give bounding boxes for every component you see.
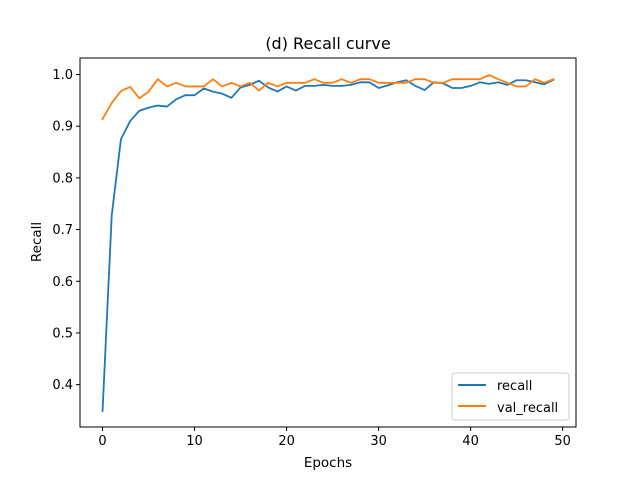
y-tick-label: 0.6 bbox=[52, 275, 73, 290]
plot-frame bbox=[79, 57, 577, 428]
series-line-recall bbox=[101, 78, 555, 412]
y-tick-label: 0.7 bbox=[52, 223, 73, 238]
x-tick-label: 20 bbox=[278, 434, 295, 449]
y-tick-label: 0.8 bbox=[52, 171, 73, 186]
y-axis: 0.4 0.5 0.6 0.7 0.8 0.9 1.0 bbox=[52, 68, 80, 393]
x-tick-label: 40 bbox=[462, 434, 479, 449]
legend: recall val_recall bbox=[451, 372, 570, 421]
y-tick-label: 0.4 bbox=[52, 378, 73, 393]
x-tick-label: 30 bbox=[370, 434, 387, 449]
x-tick-label: 50 bbox=[554, 434, 571, 449]
y-tick-label: 0.9 bbox=[52, 120, 73, 135]
chart-title: (d) Recall curve bbox=[265, 34, 390, 53]
series-line-val-recall bbox=[101, 74, 555, 121]
legend-label-val-recall: val_recall bbox=[497, 401, 558, 416]
x-axis-title: Epochs bbox=[304, 455, 352, 471]
x-axis: 0 10 20 30 40 50 bbox=[98, 427, 571, 449]
x-tick-label: 0 bbox=[98, 434, 106, 449]
series-layer bbox=[101, 74, 555, 412]
y-tick-label: 0.5 bbox=[52, 326, 73, 341]
y-axis-title: Recall bbox=[29, 222, 45, 262]
legend-label-recall: recall bbox=[497, 379, 532, 394]
y-tick-label: 1.0 bbox=[52, 68, 73, 83]
x-tick-label: 10 bbox=[186, 434, 203, 449]
